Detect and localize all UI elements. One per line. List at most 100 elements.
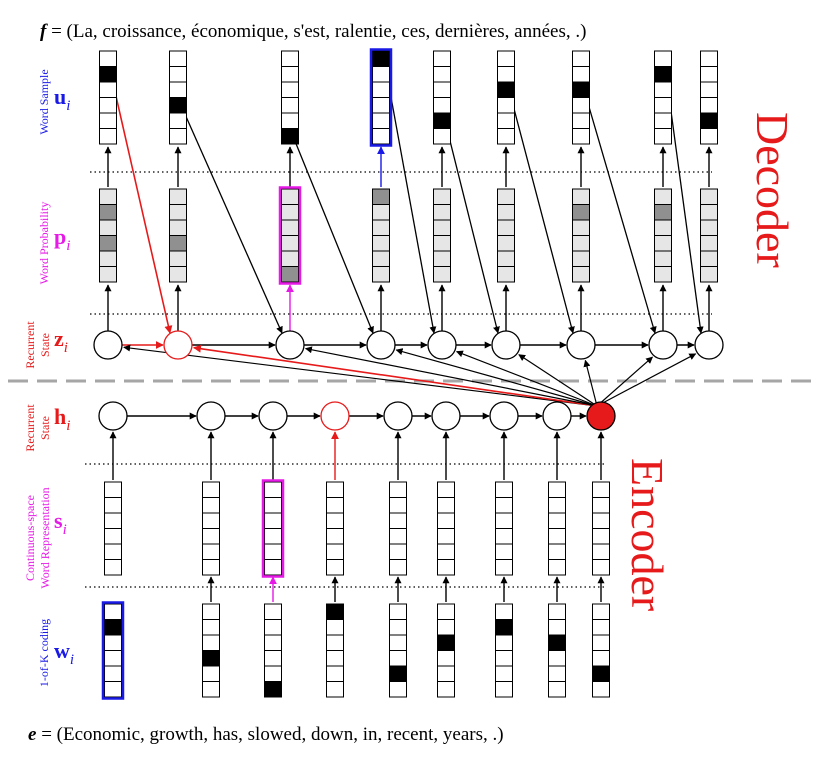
p-vector-cell: [281, 204, 299, 221]
decoder-state: [491, 330, 521, 360]
w-vector-cell: [592, 619, 610, 636]
s-vector-cell: [548, 481, 566, 498]
p-vector-cell: [281, 188, 299, 205]
p-vector-cell: [99, 235, 117, 252]
s-vector-cell: [548, 543, 566, 560]
p-vector: [497, 188, 515, 283]
context-to-z-arrow: [518, 354, 598, 407]
w-vector-cell: [495, 634, 513, 651]
w-vector-cell: [104, 619, 122, 636]
decoder-title: Decoder: [747, 112, 798, 268]
encoder-state: [431, 401, 461, 431]
p-vector: [572, 188, 590, 283]
u-vector: [654, 50, 672, 145]
u-vector-cell: [169, 81, 187, 98]
p-vector-cell: [654, 235, 672, 252]
u-vector: [169, 50, 187, 145]
s-vector: [261, 479, 285, 578]
source-sentence-symbol: e: [28, 724, 37, 745]
s-vector-cell: [437, 543, 455, 560]
s-vector-cell: [104, 528, 122, 545]
p-vector-cell: [99, 266, 117, 283]
w-vector-cell: [326, 603, 344, 620]
w-vector-cell: [202, 603, 220, 620]
p-vector-cell: [654, 266, 672, 283]
s-vector-cell: [592, 559, 610, 576]
s-vector: [437, 481, 455, 576]
p-vector-cell: [572, 250, 590, 267]
u-vector-cell: [654, 112, 672, 129]
decoder-state: [427, 330, 457, 360]
u-vector-cell: [497, 81, 515, 98]
p-vector-cell: [281, 266, 299, 283]
w-vector-cell: [437, 619, 455, 636]
p-vector-cell: [281, 250, 299, 267]
u-vector-cell: [654, 50, 672, 67]
w-vector-cell: [437, 650, 455, 667]
p-vector-cell: [572, 266, 590, 283]
s-vector-cell: [326, 481, 344, 498]
u-vector-cell: [700, 128, 718, 145]
s-vector-cell: [202, 528, 220, 545]
u-vector: [497, 50, 515, 145]
w-vector-cell: [548, 681, 566, 698]
u-vector-cell: [572, 50, 590, 67]
s-vector-cell: [592, 481, 610, 498]
w-vector-cell: [389, 650, 407, 667]
s-vector-cell: [202, 497, 220, 514]
decoder-state: [566, 330, 596, 360]
u-vector-cell: [372, 66, 390, 83]
p-vector: [700, 188, 718, 283]
u-vector-cell: [572, 66, 590, 83]
w-vector-cell: [389, 603, 407, 620]
encoder-state: [489, 401, 519, 431]
context-to-z-arrow: [596, 353, 697, 407]
s-vector-cell: [548, 528, 566, 545]
s-vector-cell: [264, 481, 282, 498]
decoder-state: [275, 330, 305, 360]
w-vector-cell: [592, 650, 610, 667]
s-vector: [326, 481, 344, 576]
u-vector-cell: [372, 81, 390, 98]
context-to-z-arrow: [123, 344, 598, 407]
context-to-z-arrow: [596, 356, 654, 407]
p-vector-cell: [433, 250, 451, 267]
w-vector: [437, 603, 455, 698]
w-vector-cell: [592, 634, 610, 651]
u-vector-cell: [169, 50, 187, 67]
u-to-z-feedback-arrow: [110, 74, 173, 334]
w-vector-cell: [104, 681, 122, 698]
w-vector-cell: [548, 665, 566, 682]
s-vector-cell: [389, 559, 407, 576]
encoder-state: [383, 401, 413, 431]
p-vector-cell: [497, 219, 515, 236]
s-vector-cell: [548, 497, 566, 514]
s-vector-cell: [326, 497, 344, 514]
w-vector-cell: [326, 619, 344, 636]
s-vector-cell: [495, 512, 513, 529]
p-vector: [278, 186, 302, 285]
u-vector-cell: [572, 97, 590, 114]
p-vector: [169, 188, 187, 283]
u-vector-cell: [99, 97, 117, 114]
w-vector-cell: [264, 619, 282, 636]
s-vector-cell: [495, 543, 513, 560]
u-vector-cell: [700, 97, 718, 114]
w-vector-cell: [389, 665, 407, 682]
w-vector-cell: [326, 650, 344, 667]
s-vector-cell: [202, 543, 220, 560]
u-to-z-feedback-arrow: [383, 58, 437, 334]
w-vector-cell: [389, 619, 407, 636]
s-vector-cell: [264, 528, 282, 545]
u-vector-cell: [700, 50, 718, 67]
continuous-space-label: Continuous-spaceWord Representation: [23, 487, 52, 588]
encoder-state: [196, 401, 226, 431]
context-to-z-arrow: [583, 359, 598, 407]
w-vector-cell: [264, 665, 282, 682]
p-vector: [99, 188, 117, 283]
p-vector-cell: [99, 204, 117, 221]
p-vector-cell: [169, 188, 187, 205]
w-vector-cell: [264, 603, 282, 620]
u-vector-cell: [169, 97, 187, 114]
u-vector-cell: [281, 81, 299, 98]
